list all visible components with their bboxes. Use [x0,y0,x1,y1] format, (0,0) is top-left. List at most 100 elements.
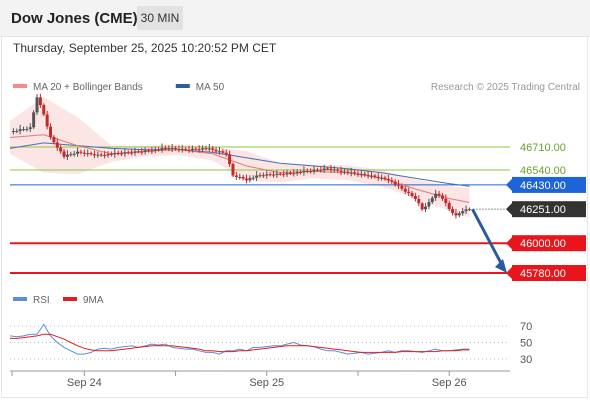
candle-body [444,198,448,204]
candle-body [96,154,100,156]
candle-body [170,148,174,150]
candle-body [413,195,417,199]
candle-body [143,150,147,153]
resistance-label: 46540.00 [520,165,566,177]
candle-body [278,173,282,175]
candle-body [55,142,59,148]
candle-body [126,152,130,154]
candle-body [18,129,22,131]
candle-body [157,149,161,151]
candle-body [369,175,373,177]
candle-body [38,97,42,106]
candle-body [153,149,157,151]
candle-body [69,154,73,156]
candle-body [265,174,269,176]
candle-body [106,154,110,156]
candle-body [451,209,455,214]
candle-body [177,148,181,150]
candle-body [28,127,32,130]
candle-body [49,126,53,138]
candle-body [417,198,421,204]
legend-swatch [13,84,27,88]
level-tag-pointer [506,203,512,216]
candle-body [72,153,76,155]
candle-body [65,154,69,157]
candle-body [309,171,313,173]
rsi-ma-line [10,333,470,353]
candle-body [332,169,336,171]
candle-body [217,151,221,153]
candle-body [434,193,438,198]
candle-body [150,150,154,152]
candle-body [207,148,211,150]
candle-body [467,209,471,211]
legend-swatch [175,84,190,88]
candle-body [221,151,225,153]
candle-body [248,178,252,181]
candle-body [319,169,323,171]
candle-body [386,178,390,181]
rsi-legend-label: RSI [33,295,50,306]
rsi-legend-label: 9MA [83,295,104,306]
target-tag: 45780.00 [520,268,566,280]
target-tag: 46000.00 [520,238,566,250]
candle-body [407,191,411,194]
candle-body [62,151,66,157]
candle-body [163,147,167,149]
candle-body [258,175,262,177]
candle-body [109,154,113,156]
candle-body [430,197,434,203]
legend-label: MA 50 [196,82,225,93]
candle-body [403,188,407,192]
candle-body [42,105,46,115]
candle-body [380,177,384,179]
chart-header: Dow Jones (CME) 30 MIN [0,0,590,37]
candle-body [214,149,218,152]
candle-body [305,170,309,172]
chart-credit: Research © 2025 Trading Central [431,82,580,93]
candle-body [427,202,431,207]
candle-body [342,171,346,173]
resistance-label: 46710.00 [520,142,566,154]
timeframe-button[interactable]: 30 MIN [137,6,183,30]
candle-body [255,175,259,178]
candle-body [292,173,296,175]
candle-body [123,152,127,154]
candle-body [11,131,15,133]
candle-body [251,177,255,179]
candle-body [302,170,306,173]
candle-body [288,172,292,174]
candle-body [261,175,265,177]
candle-body [437,193,441,196]
candle-body [272,174,276,176]
last_price-tag: 46251.00 [520,204,566,216]
candle-body [140,151,144,153]
candle-body [282,174,286,176]
ma50-line [9,142,470,187]
candle-body [167,148,171,150]
ma20-line [9,134,470,203]
candle-body [180,148,184,150]
candle-body [393,181,397,185]
candle-body [52,137,56,143]
rsi-level-label: 70 [520,321,532,333]
level-tag-bg [512,201,586,218]
candle-body [461,211,465,214]
rsi-level-label: 50 [520,338,532,350]
candle-body [366,174,370,176]
candle-body [373,175,377,177]
forecast-arrow-head [495,259,507,273]
candle-body [353,172,357,174]
instrument-title: Dow Jones (CME) [11,10,138,27]
candle-body [25,129,29,131]
candle-body [285,172,289,175]
candle-body [119,153,123,155]
candle-body [268,174,272,176]
candle-body [346,171,350,173]
candle-body [15,130,19,132]
candle-body [440,195,444,199]
candle-body [45,114,49,127]
candle-body [336,169,340,171]
candle-body [424,206,428,210]
